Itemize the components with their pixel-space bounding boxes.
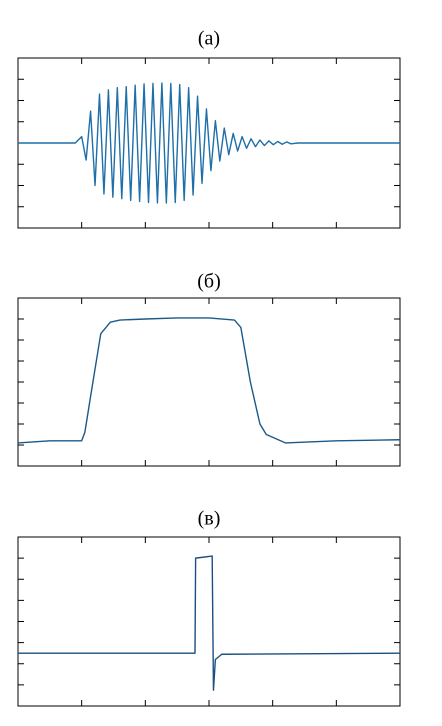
signal-line [17, 317, 401, 444]
signal-line [18, 555, 401, 691]
plot-frame [17, 536, 401, 707]
signal-line [18, 82, 400, 204]
panel-title: (а) [198, 28, 220, 50]
panel-title: (б) [197, 271, 221, 293]
panel-title: (в) [198, 508, 221, 530]
